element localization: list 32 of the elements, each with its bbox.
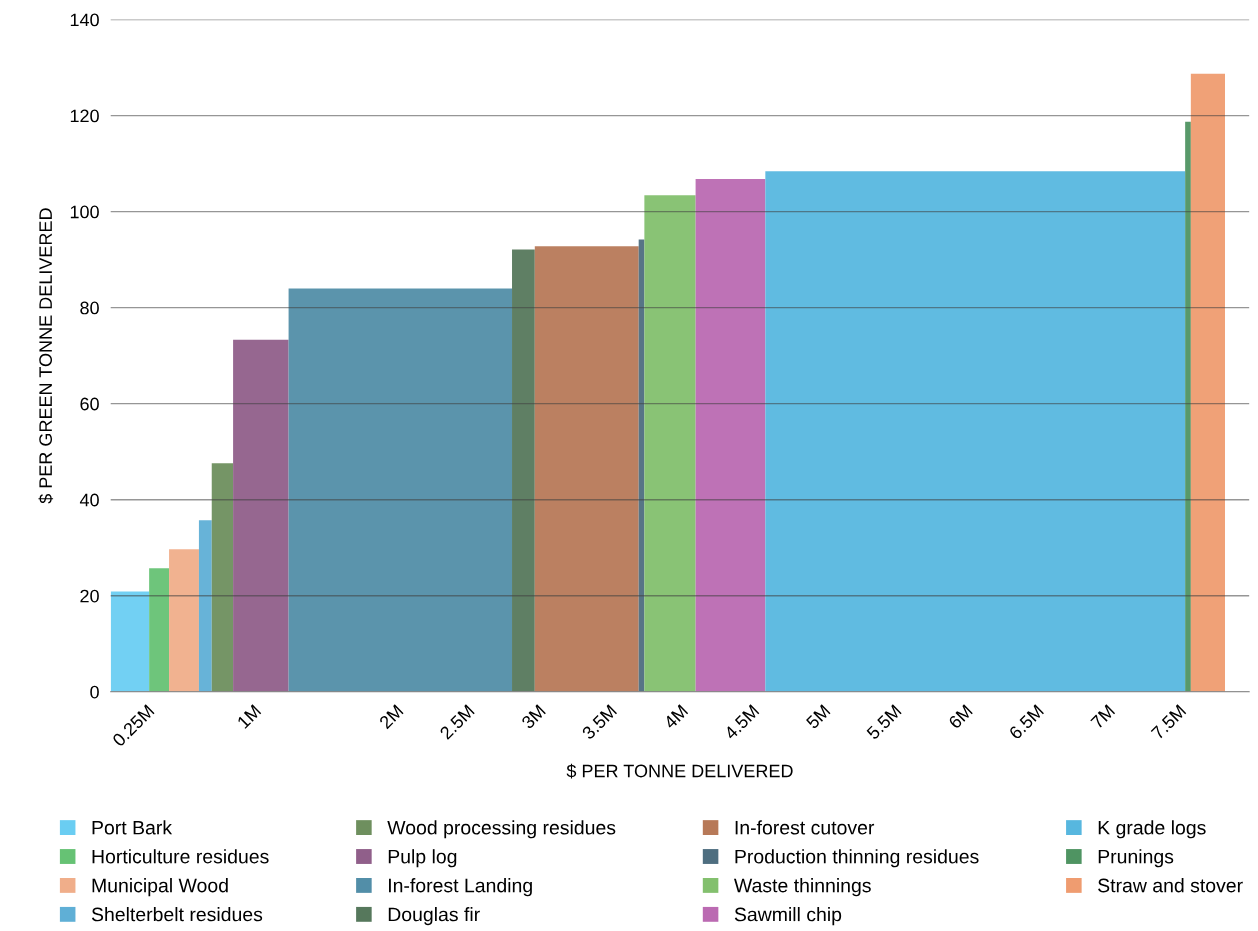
x-tick-label: 6M — [947, 704, 973, 730]
x-tick-label: 3M — [520, 704, 546, 730]
y-tick-label: 120 — [70, 109, 99, 123]
legend-label: Production thinning residues — [735, 849, 979, 868]
x-tick-label: 1M — [236, 704, 262, 729]
legend-label: Shelterbelt residues — [91, 907, 263, 922]
legend-label: Douglas fir — [388, 907, 480, 926]
x-axis-title: $ PER TONNE DELIVERED — [566, 763, 793, 779]
y-tick-label: 40 — [79, 493, 99, 507]
legend-label: Horticulture residues — [92, 849, 269, 864]
legend-label: Straw and stover — [1098, 878, 1243, 893]
legend-label: In-forest Landing — [389, 878, 532, 897]
y-axis-title: $ PER GREEN TONNE DELIVERED — [38, 208, 54, 504]
legend-label: Prunings — [1098, 849, 1174, 868]
y-tick-label: 60 — [80, 397, 99, 411]
legend-label: Wood processing residues — [387, 820, 616, 839]
x-tick-label: 7M — [1090, 704, 1116, 730]
y-tick-label: 100 — [70, 205, 99, 219]
legend-label: Pulp log — [388, 849, 457, 868]
y-tick-label: 80 — [80, 301, 99, 315]
legend-label: Municipal Wood — [92, 878, 228, 897]
legend-label: Waste thinnings — [734, 878, 871, 897]
y-tick-label: 20 — [80, 589, 99, 603]
legend-label: Port Bark — [92, 820, 173, 835]
y-tick-label: 140 — [70, 13, 99, 27]
legend-label: K grade logs — [1098, 820, 1206, 839]
x-tick-label: 5M — [805, 704, 831, 730]
y-tick-label: 0 — [90, 685, 99, 699]
legend-label: Sawmill chip — [734, 907, 842, 926]
legend-label: In-forest cutover — [735, 820, 875, 835]
x-tick-label: 2M — [378, 704, 404, 730]
x-tick-label: 4M — [662, 704, 689, 730]
